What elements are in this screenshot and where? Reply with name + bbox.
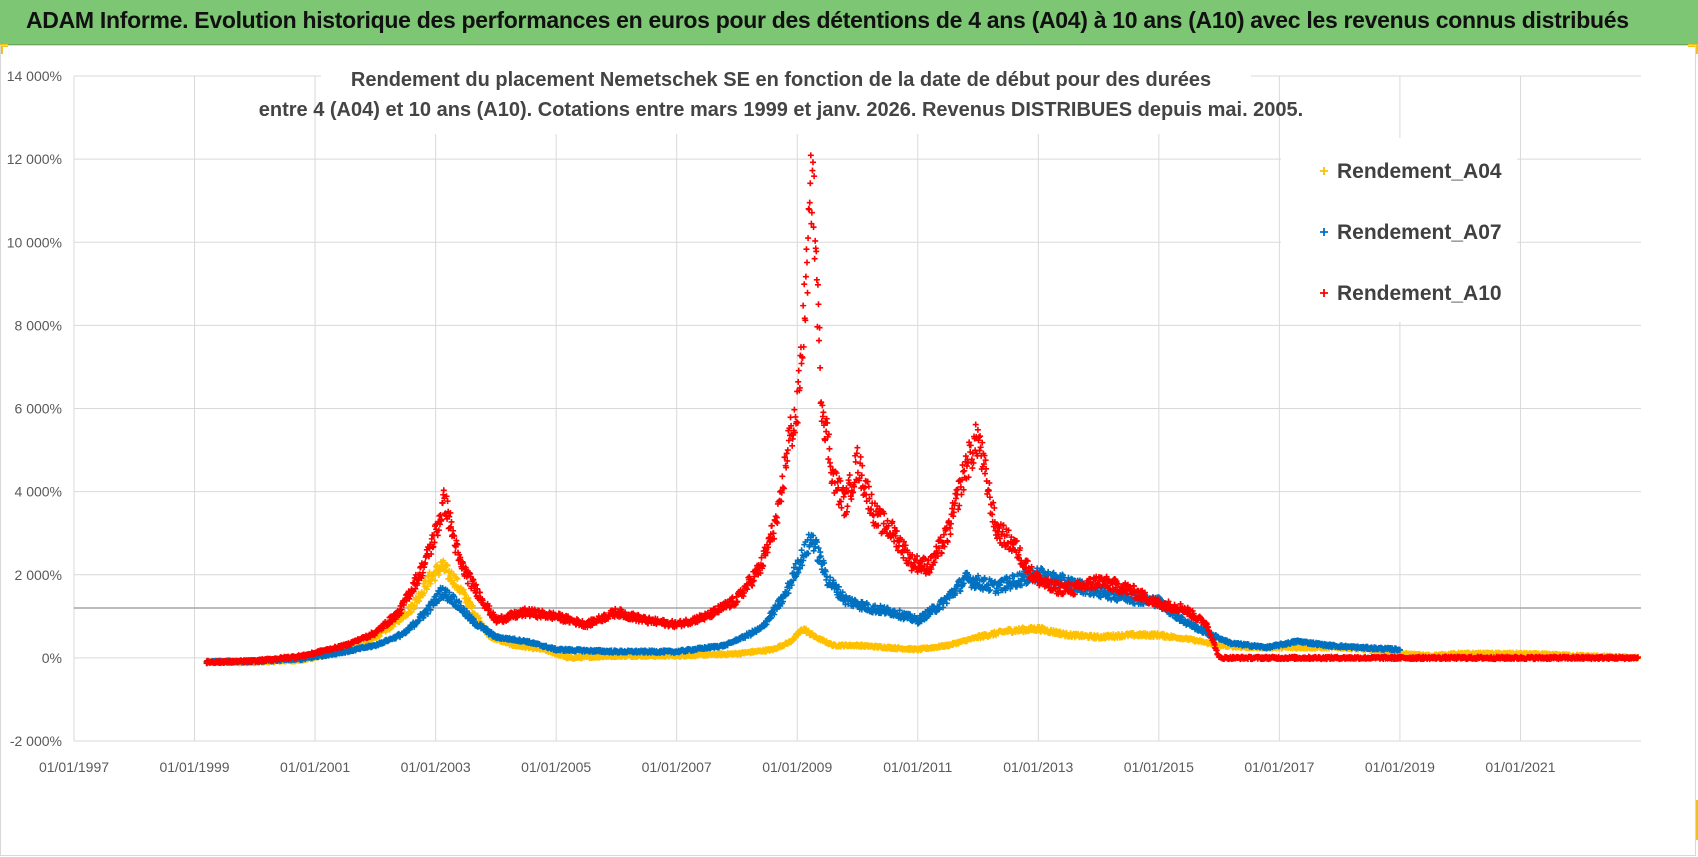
data-point xyxy=(469,602,476,609)
data-point xyxy=(453,574,460,581)
y-tick-label: 12 000% xyxy=(7,151,62,167)
x-tick-label: 01/01/2017 xyxy=(1244,759,1314,775)
x-tick-label: 01/01/2005 xyxy=(521,759,591,775)
x-tick-label: 01/01/2021 xyxy=(1485,759,1555,775)
data-point xyxy=(450,571,457,578)
data-point xyxy=(465,595,472,602)
chart-area: -2 000% 0% 2 000% 4 000% 6 000% 8 000% 10 000%… xyxy=(0,45,1696,856)
x-tick-label: 01/01/1997 xyxy=(39,759,109,775)
data-point xyxy=(432,577,439,584)
data-point xyxy=(411,602,418,609)
data-point xyxy=(476,614,483,621)
corner-mark-top-left-v xyxy=(0,44,3,54)
x-tick-label: 01/01/2007 xyxy=(642,759,712,775)
y-tick-label: 4 000% xyxy=(15,484,62,500)
data-point xyxy=(447,572,454,579)
x-tick-label: 01/01/2003 xyxy=(401,759,471,775)
y-tick-label: 2 000% xyxy=(15,567,62,583)
data-point xyxy=(444,562,451,569)
data-point xyxy=(454,575,461,582)
y-tick-label: 8 000% xyxy=(15,317,62,333)
data-point xyxy=(798,547,805,554)
data-point xyxy=(424,583,431,590)
y-tick-label: 14 000% xyxy=(7,68,62,84)
x-tick-label: 01/01/2011 xyxy=(883,759,952,775)
x-tick-label: 01/01/2009 xyxy=(762,759,832,775)
x-tick-label: 01/01/2013 xyxy=(1003,759,1073,775)
x-tick-label: 01/01/2015 xyxy=(1124,759,1194,775)
x-tick-label: 01/01/2001 xyxy=(280,759,350,775)
y-tick-label: 10 000% xyxy=(7,234,62,250)
data-point xyxy=(421,590,428,597)
corner-mark-top-right-v xyxy=(1695,44,1698,54)
data-point xyxy=(435,572,442,579)
x-tick-label: 01/01/1999 xyxy=(159,759,229,775)
y-tick-label: 6 000% xyxy=(15,401,62,417)
data-point xyxy=(396,618,403,625)
x-tick-label: 01/01/2019 xyxy=(1365,759,1435,775)
data-point xyxy=(390,623,397,630)
y-tick-label: -2 000% xyxy=(10,733,62,749)
corner-mark-bottom-right xyxy=(1695,800,1698,840)
data-point xyxy=(462,591,469,598)
header-banner: ADAM Informe. Evolution historique des p… xyxy=(0,0,1698,45)
scatter-chart: -2 000% 0% 2 000% 4 000% 6 000% 8 000% 10 000%… xyxy=(7,66,1641,775)
page-title: ADAM Informe. Evolution historique des p… xyxy=(26,7,1629,33)
y-tick-label: 0% xyxy=(42,650,62,666)
data-point xyxy=(440,557,447,564)
